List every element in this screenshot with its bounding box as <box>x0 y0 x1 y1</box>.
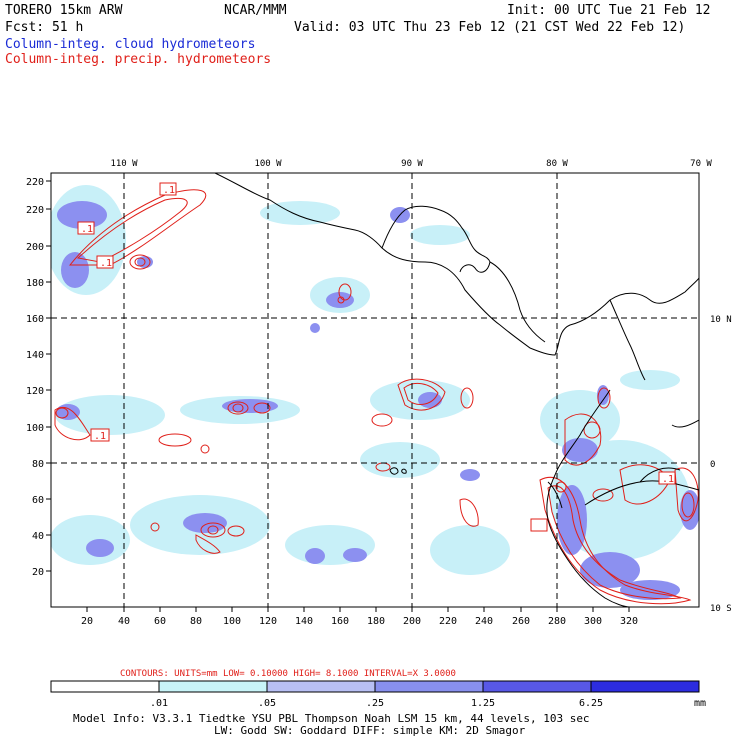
precip-contours <box>54 189 699 605</box>
field-precip-label: Column-integ. precip. hydrometeors <box>5 52 272 67</box>
x-tick-label: 40 <box>118 616 130 627</box>
y-tick-label: 180 <box>26 278 44 289</box>
x-tick-labels: 20 40 60 80 100 120 140 160 180 200 220 … <box>81 616 638 627</box>
axis-ticks <box>46 180 630 612</box>
colorbar-labels: .01 .05 .25 1.25 6.25 mm <box>150 698 706 709</box>
x-tick-label: 20 <box>81 616 93 627</box>
lat-labels: 10 N 0 10 S <box>710 315 732 614</box>
lat-label: 0 <box>710 460 715 470</box>
contour-label: .1 <box>81 224 93 235</box>
colorbar <box>50 680 700 693</box>
forecast-hour: Fcst: 51 h <box>5 20 84 35</box>
y-tick-label: 100 <box>26 423 44 434</box>
y-tick-label: 60 <box>32 495 44 506</box>
lat-label: 10 S <box>710 604 732 614</box>
colorbar-label: 1.25 <box>471 698 495 709</box>
x-tick-label: 320 <box>620 616 638 627</box>
x-tick-label: 300 <box>584 616 602 627</box>
y-tick-label: 140 <box>26 350 44 361</box>
contour-label: .1 <box>163 185 175 196</box>
y-tick-label: 20 <box>32 567 44 578</box>
y-tick-label: 160 <box>26 314 44 325</box>
y-tick-labels: 20 40 60 80 100 120 140 160 180 200 220 <box>26 205 44 578</box>
contour-label-boxes: .1 .1 .1 .1 .1 <box>77 182 676 532</box>
colorbar-label: .05 <box>258 698 276 709</box>
contour-info: CONTOURS: UNITS=mm LOW= 0.10000 HIGH= 8.… <box>120 669 456 679</box>
y-tick-label: 120 <box>26 386 44 397</box>
valid-time: Valid: 03 UTC Thu 23 Feb 12 (21 CST Wed … <box>294 20 686 35</box>
contour-label: .1 <box>662 474 674 485</box>
x-tick-label: 160 <box>331 616 349 627</box>
x-tick-label: 220 <box>439 616 457 627</box>
contour-label: .1 <box>100 258 112 269</box>
lon-label: 90 W <box>401 159 423 169</box>
x-tick-label: 180 <box>367 616 385 627</box>
x-tick-label: 140 <box>295 616 313 627</box>
colorbar-label: .25 <box>366 698 384 709</box>
y-tick-label: 200 <box>26 242 44 253</box>
lon-label: 100 W <box>254 159 282 169</box>
x-tick-label: 240 <box>475 616 493 627</box>
x-tick-label: 100 <box>223 616 241 627</box>
lon-labels: 110 W 100 W 90 W 80 W 70 W <box>110 159 712 169</box>
lon-label: 70 W <box>690 159 712 169</box>
y-tick-label: 80 <box>32 459 44 470</box>
x-tick-label: 80 <box>190 616 202 627</box>
lon-label: 80 W <box>546 159 568 169</box>
model-info-physics: LW: Godd SW: Goddard DIFF: simple KM: 2D… <box>214 724 526 737</box>
colorbar-label: 6.25 <box>579 698 603 709</box>
colorbar-label: .01 <box>150 698 168 709</box>
y-tick-label: 40 <box>32 531 44 542</box>
x-tick-label: 120 <box>259 616 277 627</box>
organization: NCAR/MMM <box>224 3 287 18</box>
model-title: TORERO 15km ARW <box>5 3 123 18</box>
x-tick-label: 280 <box>548 616 566 627</box>
colorbar-units: mm <box>694 698 706 709</box>
cloud-light-areas <box>51 185 690 575</box>
contour-label: .1 <box>94 431 106 442</box>
model-info: Model Info: V3.3.1 Tiedtke YSU PBL Thomp… <box>73 712 590 725</box>
graticule <box>51 173 699 607</box>
y-tick-label: 220 <box>26 205 44 216</box>
init-time: Init: 00 UTC Tue 21 Feb 12 <box>507 3 711 18</box>
field-cloud-label: Column-integ. cloud hydrometeors <box>5 37 256 52</box>
x-tick-label: 260 <box>512 616 530 627</box>
lat-label: 10 N <box>710 315 732 325</box>
lon-label: 110 W <box>110 159 138 169</box>
y-tick-label: 220 <box>26 177 44 188</box>
x-tick-label: 60 <box>154 616 166 627</box>
coastlines <box>214 173 699 607</box>
x-tick-label: 200 <box>403 616 421 627</box>
